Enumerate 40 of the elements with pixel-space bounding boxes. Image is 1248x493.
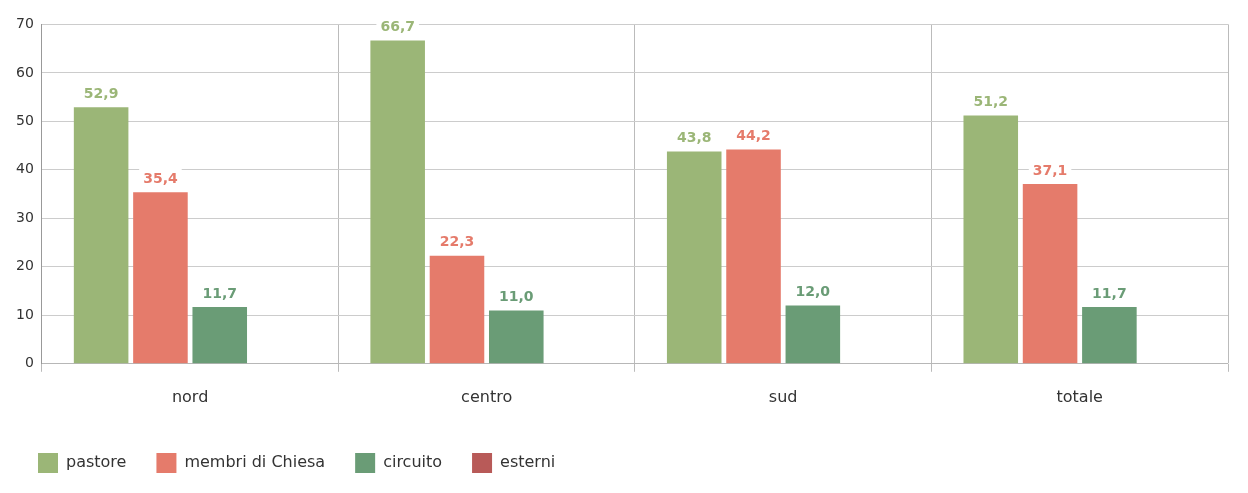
data-label: 51,2 (973, 93, 1009, 110)
bar (666, 151, 722, 364)
y-tick-label: 10 (15, 305, 34, 322)
bar (726, 149, 781, 364)
bar (370, 40, 425, 364)
x-tick-label: nord (171, 386, 209, 406)
bar (133, 192, 188, 364)
y-tick-label: 20 (15, 257, 34, 274)
legend-label: esterni (500, 452, 556, 472)
data-label: 22,3 (439, 233, 475, 250)
bar (1082, 307, 1137, 364)
data-label: 52,9 (83, 84, 119, 101)
data-label: 35,4 (143, 169, 178, 186)
bar (429, 255, 485, 364)
bar (1022, 183, 1078, 364)
data-label: 44,2 (736, 127, 771, 144)
data-label: 11,7 (202, 284, 238, 301)
bar (489, 310, 544, 364)
bar (963, 115, 1019, 364)
bar (785, 305, 841, 364)
y-tick-label: 40 (15, 160, 34, 177)
y-tick-label: 50 (15, 112, 34, 129)
x-tick-label: centro (461, 386, 513, 406)
legend-label: circuito (383, 452, 443, 472)
data-label: 43,8 (676, 129, 712, 146)
y-tick-label: 0 (24, 354, 34, 371)
y-tick-label: 60 (15, 63, 34, 80)
bar (192, 307, 248, 364)
bar (73, 107, 129, 364)
x-tick-label: sud (768, 386, 798, 406)
data-label: 12,0 (795, 283, 831, 300)
x-tick-label: totale (1056, 386, 1103, 406)
legend-label: pastore (66, 452, 127, 472)
data-label: 37,1 (1032, 161, 1068, 178)
data-label: 66,7 (380, 18, 415, 35)
legend-label: membri di Chiesa (184, 452, 326, 472)
y-tick-label: 30 (15, 208, 34, 225)
data-label: 11,7 (1092, 284, 1127, 301)
y-tick-label: 70 (15, 15, 34, 32)
data-label: 11,0 (499, 288, 534, 305)
